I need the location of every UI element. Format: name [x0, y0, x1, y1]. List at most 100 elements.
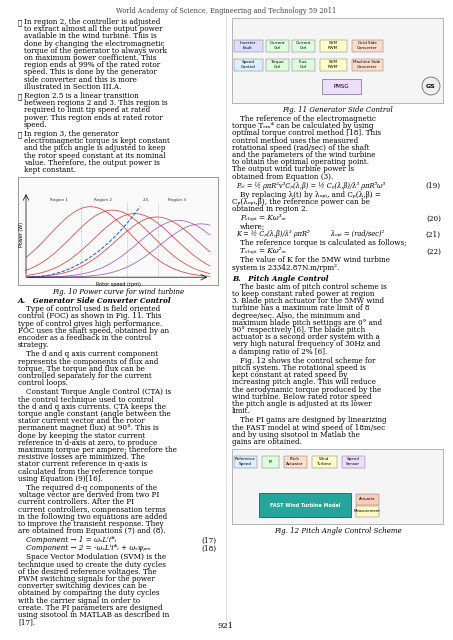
FancyBboxPatch shape	[233, 40, 262, 51]
Text: Space Vector Modulation (SVM) is the: Space Vector Modulation (SVM) is the	[26, 554, 166, 561]
Text: Tₑₗₒₚₜ = Kω²ₘ: Tₑₗₒₚₜ = Kω²ₘ	[240, 248, 286, 255]
FancyBboxPatch shape	[342, 456, 365, 468]
Text: and the parameters of the wind turbine: and the parameters of the wind turbine	[232, 151, 376, 159]
Text: The d and q axis current component: The d and q axis current component	[26, 351, 158, 358]
Text: ➤: ➤	[18, 92, 22, 100]
Text: and the pitch angle is adjusted to keep: and the pitch angle is adjusted to keep	[24, 145, 165, 152]
FancyBboxPatch shape	[261, 456, 279, 468]
Text: (19): (19)	[426, 182, 441, 190]
Text: PI: PI	[268, 460, 272, 464]
Text: control loops.: control loops.	[18, 380, 68, 387]
Text: (22): (22)	[426, 248, 441, 255]
Text: In region 3, the generator: In region 3, the generator	[24, 130, 119, 138]
Text: electromagnetic torque is kept constant: electromagnetic torque is kept constant	[24, 137, 170, 145]
Text: wind turbine. Below rated rotor speed: wind turbine. Below rated rotor speed	[232, 393, 371, 401]
Text: (20): (20)	[426, 214, 441, 222]
Text: done by changing the electromagnetic: done by changing the electromagnetic	[24, 40, 164, 47]
Text: Constant Torque Angle Control (CTA) is: Constant Torque Angle Control (CTA) is	[26, 388, 171, 396]
Text: resistive losses are minimized. The: resistive losses are minimized. The	[18, 453, 145, 461]
Text: The required d-q components of the: The required d-q components of the	[26, 484, 157, 492]
Text: A.   Generator Side Converter Control: A. Generator Side Converter Control	[18, 297, 172, 305]
Text: Pₑₗₒₚₜ = Kω³ₘ: Pₑₗₒₚₜ = Kω³ₘ	[240, 214, 286, 222]
Text: reference in d-axis at zero, to produce: reference in d-axis at zero, to produce	[18, 439, 157, 447]
Text: Speed
Sensor: Speed Sensor	[346, 458, 360, 466]
Text: calculated from the reference torque: calculated from the reference torque	[18, 468, 153, 476]
Text: Fig. 11 Generator Side Control: Fig. 11 Generator Side Control	[282, 106, 393, 114]
Text: to keep constant rated power at region: to keep constant rated power at region	[232, 290, 375, 298]
Text: Speed
Control: Speed Control	[241, 60, 255, 68]
FancyBboxPatch shape	[232, 18, 443, 103]
Text: ➤: ➤	[18, 18, 22, 26]
Text: a damping ratio of 2% [6].: a damping ratio of 2% [6].	[232, 348, 327, 356]
Text: where;: where;	[240, 222, 265, 230]
Text: Torque
Ctrl: Torque Ctrl	[270, 60, 284, 68]
Text: with the carrier signal in order to: with the carrier signal in order to	[18, 596, 140, 605]
FancyBboxPatch shape	[356, 506, 379, 516]
Text: optimal torque control method [18]. This: optimal torque control method [18]. This	[232, 129, 381, 138]
Text: to obtain the optimal operating point.: to obtain the optimal operating point.	[232, 158, 369, 166]
Text: kept constant.: kept constant.	[24, 166, 76, 174]
Text: (17): (17)	[201, 536, 216, 545]
Text: Component → 2 = -ωₛLⁱi*ᵢ + ωₛψₚₘ: Component → 2 = -ωₛLⁱi*ᵢ + ωₛψₚₘ	[26, 545, 151, 552]
FancyBboxPatch shape	[291, 40, 314, 51]
Text: of the desired reference voltages. The: of the desired reference voltages. The	[18, 568, 157, 576]
FancyBboxPatch shape	[233, 58, 262, 70]
Text: value. Therefore, the output power is: value. Therefore, the output power is	[24, 159, 160, 167]
FancyBboxPatch shape	[352, 40, 382, 51]
Text: PWM switching signals for the power: PWM switching signals for the power	[18, 575, 155, 583]
Text: 2.5: 2.5	[142, 198, 149, 202]
Text: Fig. 12 shows the control scheme for: Fig. 12 shows the control scheme for	[240, 356, 376, 365]
Text: Type of control used is field oriented: Type of control used is field oriented	[26, 305, 160, 313]
Text: ➤: ➤	[18, 130, 22, 138]
Text: torque of the generator to always work: torque of the generator to always work	[24, 47, 167, 55]
Text: using sisotool in MATLAB as described in: using sisotool in MATLAB as described in	[18, 611, 169, 619]
Text: The basic aim of pitch control scheme is: The basic aim of pitch control scheme is	[240, 283, 387, 291]
Text: Current
Ctrl: Current Ctrl	[295, 41, 311, 50]
Text: Region 3: Region 3	[168, 198, 186, 202]
Text: required to limit tip speed at rated: required to limit tip speed at rated	[24, 106, 150, 115]
Text: speed. This is done by the generator: speed. This is done by the generator	[24, 68, 157, 76]
Text: turbine has a maximum rate limit of 8: turbine has a maximum rate limit of 8	[232, 305, 370, 312]
Text: Cₚ(λₒₚₜ,β), the reference power can be: Cₚ(λₒₚₜ,β), the reference power can be	[232, 198, 370, 206]
Text: pitch system. The rotational speed is: pitch system. The rotational speed is	[232, 364, 366, 372]
FancyBboxPatch shape	[265, 58, 289, 70]
Text: technique used to create the duty cycles: technique used to create the duty cycles	[18, 561, 166, 568]
Text: the aerodynamic torque produced by the: the aerodynamic torque produced by the	[232, 385, 381, 394]
Circle shape	[422, 77, 440, 95]
FancyBboxPatch shape	[322, 79, 361, 93]
Text: the rotor speed constant at its nominal: the rotor speed constant at its nominal	[24, 152, 165, 159]
Text: gains are obtained.: gains are obtained.	[232, 438, 302, 446]
Text: current controllers. After the PI: current controllers. After the PI	[18, 499, 134, 506]
Text: Rotor speed (rpm): Rotor speed (rpm)	[96, 282, 140, 287]
Text: FAST Wind Turbine Model: FAST Wind Turbine Model	[270, 502, 340, 508]
Text: done by keeping the stator current: done by keeping the stator current	[18, 431, 145, 440]
Text: World Academy of Science, Engineering and Technology 59 2011: World Academy of Science, Engineering an…	[116, 7, 336, 15]
Text: The PI gains are designed by linearizing: The PI gains are designed by linearizing	[240, 417, 386, 424]
Text: encoder as a feedback in the control: encoder as a feedback in the control	[18, 334, 151, 342]
Text: type of control gives high performance.: type of control gives high performance.	[18, 319, 162, 328]
Text: In region 2, the controller is adjusted: In region 2, the controller is adjusted	[24, 18, 160, 26]
Text: are obtained from Equations (7) and (8).: are obtained from Equations (7) and (8).	[18, 527, 165, 535]
Text: permanent magnet flux) at 90°. This is: permanent magnet flux) at 90°. This is	[18, 424, 159, 433]
FancyBboxPatch shape	[232, 449, 443, 524]
Text: strategy.: strategy.	[18, 341, 49, 349]
Text: GS: GS	[426, 83, 436, 88]
Text: Wind
Turbine: Wind Turbine	[317, 458, 332, 466]
Text: PMSG: PMSG	[333, 83, 349, 88]
Text: torque. The torque and flux can be: torque. The torque and flux can be	[18, 365, 145, 373]
Text: to extract almost all the output power: to extract almost all the output power	[24, 25, 163, 33]
Text: obtained from Equation (3).: obtained from Equation (3).	[232, 173, 333, 180]
Text: Fig. 10 Power curve for wind turbine: Fig. 10 Power curve for wind turbine	[52, 288, 184, 296]
Text: Flux
Ctrl: Flux Ctrl	[299, 60, 307, 68]
Text: Pₑₗ = ½ ρπR²v³Cₚ(λ,β) = ½ Cₚ(λ,β)/λ³ ρπR⁵ω³: Pₑₗ = ½ ρπR²v³Cₚ(λ,β) = ½ Cₚ(λ,β)/λ³ ρπR…	[236, 182, 385, 190]
Text: to improve the transient response. They: to improve the transient response. They	[18, 520, 164, 528]
Text: the control technique used to control: the control technique used to control	[18, 396, 154, 404]
FancyBboxPatch shape	[259, 493, 351, 517]
Text: FOC uses the shaft speed, obtained by an: FOC uses the shaft speed, obtained by an	[18, 327, 169, 335]
Text: control (FOC) as shown in Fig. 11. This: control (FOC) as shown in Fig. 11. This	[18, 312, 162, 321]
Text: the pitch angle is adjusted at its lower: the pitch angle is adjusted at its lower	[232, 400, 371, 408]
Text: 3. Blade pitch actuator for the 5MW wind: 3. Blade pitch actuator for the 5MW wind	[232, 297, 384, 305]
Text: stator current vector and the rotor: stator current vector and the rotor	[18, 417, 145, 425]
Text: side converter and this is more: side converter and this is more	[24, 76, 137, 84]
Text: By replacing λ(t) by λₒₚₜ, and Cₚ(λ,β) =: By replacing λ(t) by λₒₚₜ, and Cₚ(λ,β) =	[240, 191, 381, 199]
